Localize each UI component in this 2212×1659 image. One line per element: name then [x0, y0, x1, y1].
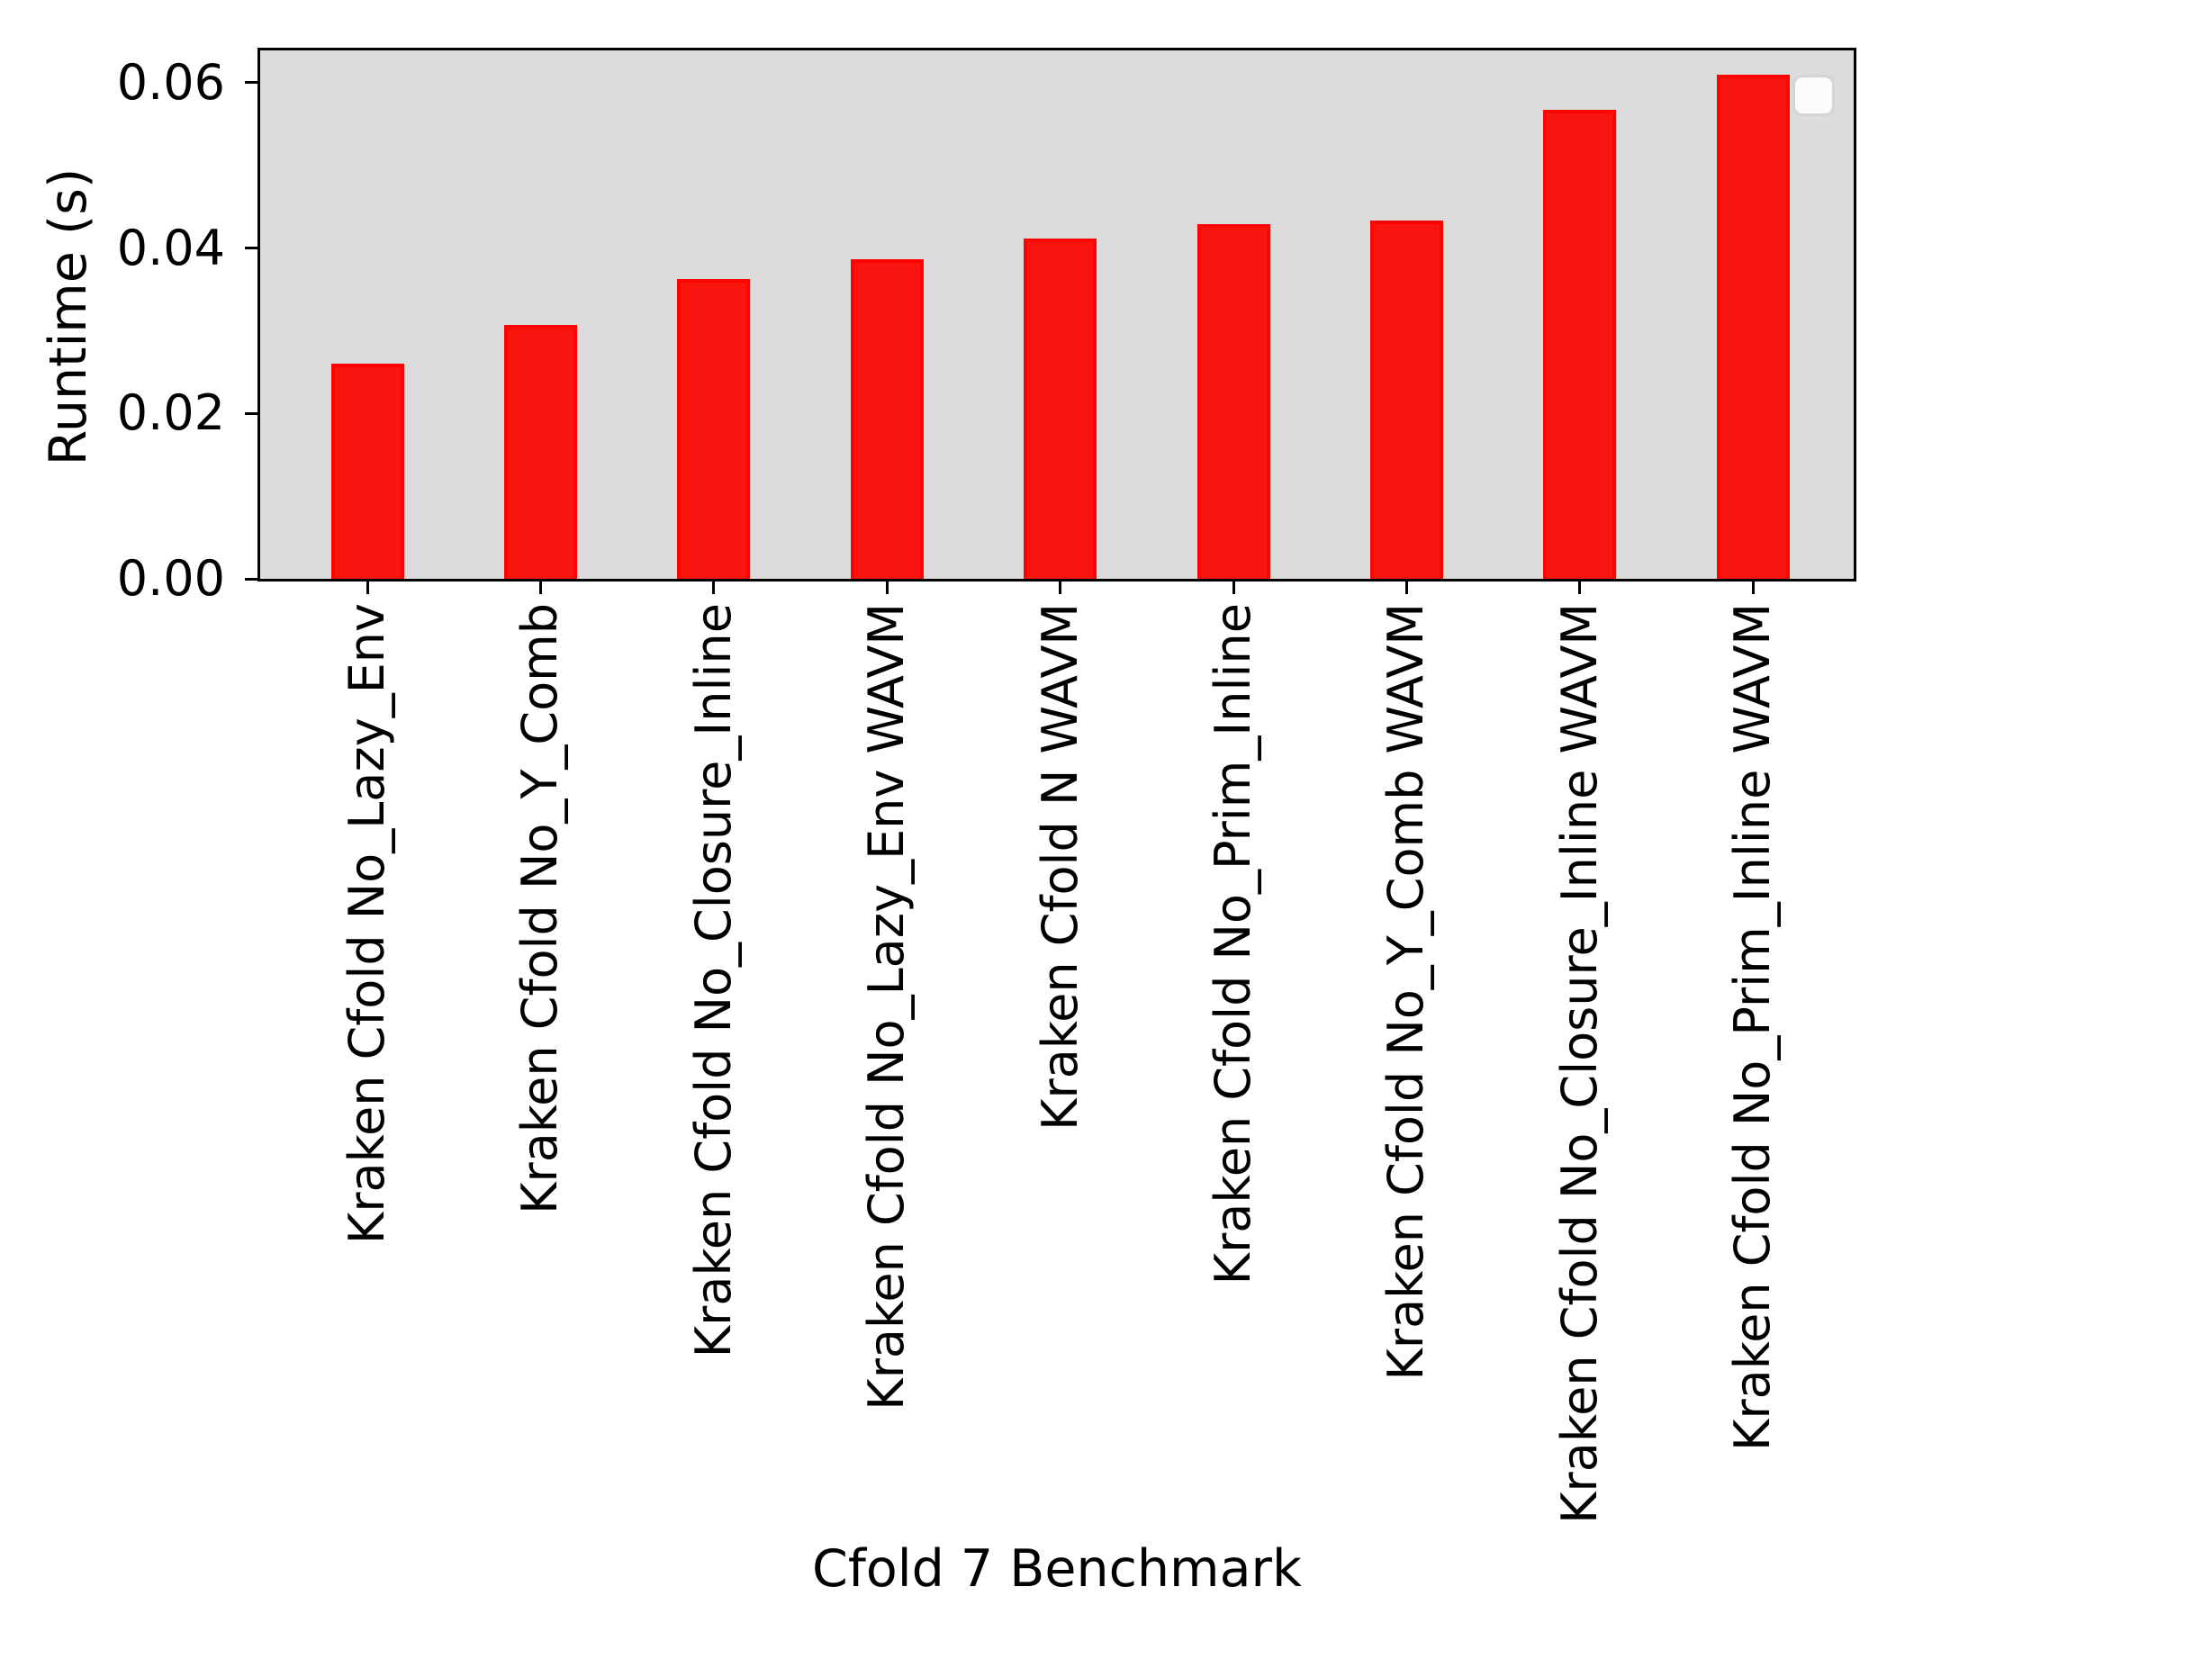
y-axis-title-text: Runtime (s) — [39, 167, 98, 466]
y-tick-mark — [245, 247, 260, 250]
bars-container — [260, 50, 1854, 579]
y-tick-label: 0.04 — [116, 219, 225, 276]
y-tick-mark — [245, 81, 260, 85]
bar-kraken-cfold-no-y-comb — [503, 325, 577, 579]
x-tick-label-text: Kraken Cfold No_Closure_Inline WAVM — [1550, 603, 1608, 1524]
x-tick-label-text: Kraken Cfold No_Lazy_Env — [339, 603, 395, 1245]
x-tick-label-text: Kraken Cfold No_Y_Comb WAVM — [1377, 603, 1435, 1381]
legend-box — [1792, 75, 1835, 116]
x-tick-mark — [1404, 579, 1408, 594]
y-tick-label: 0.06 — [116, 53, 225, 111]
plot-area — [257, 48, 1856, 582]
bar-kraken-cfold-no-closure-inline — [677, 279, 751, 579]
bar-kraken-cfold-no-lazy-env — [330, 364, 404, 579]
x-tick-mark — [885, 579, 889, 594]
bar-kraken-cfold-no-prim-inline — [1196, 224, 1270, 579]
x-tick-mark — [1232, 579, 1235, 594]
bar-kraken-cfold-no-closure-inline-wavm — [1543, 110, 1617, 579]
x-tick-mark — [712, 579, 716, 594]
y-tick-mark — [245, 411, 260, 415]
x-tick-mark — [1751, 579, 1755, 594]
x-tick-label-text: Kraken Cfold No_Y_Comb — [511, 603, 569, 1214]
bar-kraken-cfold-no-y-comb-wavm — [1369, 221, 1443, 579]
x-tick-label-text: Kraken Cfold No_Lazy_Env WAVM — [858, 603, 916, 1411]
x-tick-mark — [1578, 579, 1582, 594]
x-tick-label-text: Kraken Cfold N WAVM — [1031, 603, 1088, 1131]
bar-kraken-cfold-no-prim-inline-wavm — [1716, 75, 1790, 579]
y-tick-label: 0.00 — [116, 550, 225, 607]
x-tick-mark — [1059, 579, 1062, 594]
x-tick-mark — [366, 579, 369, 594]
x-axis-title: Cfold 7 Benchmark — [812, 1539, 1302, 1599]
bar-kraken-cfold-n-wavm — [1024, 239, 1097, 579]
bar-kraken-cfold-no-lazy-env-wavm — [850, 259, 924, 579]
x-tick-mark — [538, 579, 542, 594]
x-tick-label-text: Kraken Cfold No_Closure_Inline — [684, 603, 742, 1358]
x-tick-label-text: Kraken Cfold No_Prim_Inline WAVM — [1724, 603, 1782, 1451]
y-tick-label: 0.02 — [116, 384, 225, 442]
y-tick-mark — [245, 577, 260, 581]
x-tick-label-text: Kraken Cfold No_Prim_Inline — [1205, 603, 1261, 1285]
